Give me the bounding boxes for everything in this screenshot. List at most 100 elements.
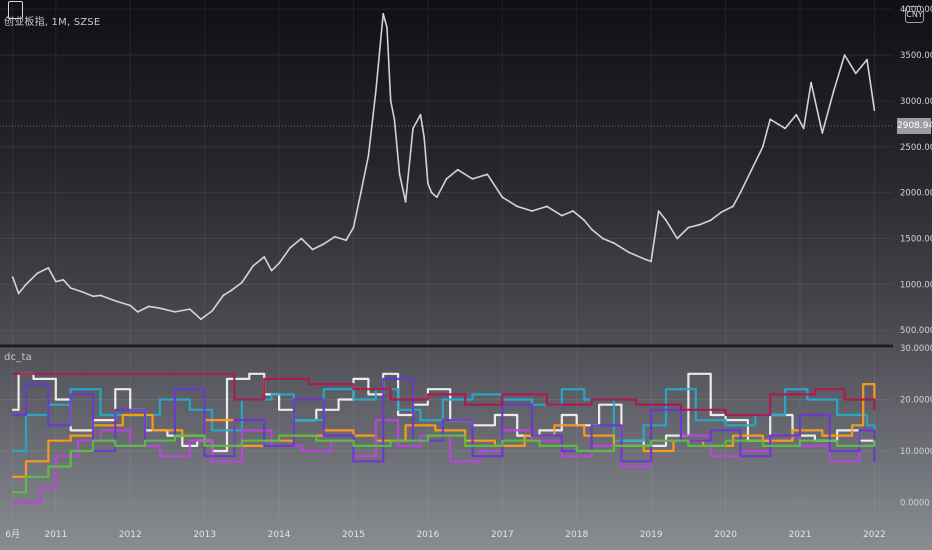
indicator-series-point: [873, 409, 876, 411]
price-axis[interactable]: 4000.0000 3500.0000 3000.0000 2500.0000 2000…: [900, 5, 932, 336]
indicator-axis[interactable]: 30.0000 20.0000 10.0000 0.0000: [900, 344, 932, 509]
price-series-point: [412, 127, 414, 130]
indicator-series-point: [144, 439, 146, 442]
price-series-point: [55, 280, 57, 283]
indicator-series-point: [367, 393, 370, 396]
price-series-point: [200, 318, 202, 321]
indicator-series-point: [471, 393, 474, 396]
indicator-series-point: [843, 398, 846, 401]
indicator-series-point: [233, 398, 236, 401]
indicator-y-tick-label: 10.0000: [900, 447, 932, 457]
price-y-tick-label: 500.0000: [900, 326, 932, 336]
indicator-series-point: [828, 450, 831, 452]
price-series-point: [367, 155, 370, 157]
indicator-series-point: [308, 383, 310, 385]
price-series-point: [750, 168, 753, 171]
indicator-series-point: [642, 450, 645, 452]
indicator-series-point: [263, 378, 265, 380]
price-y-tick-label: 1000.0000: [900, 280, 932, 290]
price-series-point: [795, 113, 798, 116]
x-tick-label: 6月: [5, 529, 20, 540]
indicator-series-point: [427, 434, 429, 437]
indicator-series-point: [69, 388, 72, 391]
indicator-series-point: [322, 388, 325, 391]
indicator-series-point: [724, 439, 727, 442]
indicator-series-point: [561, 388, 563, 391]
indicator-series-point: [851, 424, 853, 427]
price-series-point: [665, 219, 667, 221]
price-series-point: [531, 210, 533, 212]
indicator-series-point: [561, 414, 563, 416]
indicator-series-point: [47, 465, 50, 468]
indicator-series-point: [427, 388, 429, 391]
indicator-series-point: [523, 434, 526, 437]
indicator-series-point: [397, 414, 399, 416]
x-tick-label: 2019: [640, 530, 663, 540]
indicator-series-point: [434, 429, 437, 432]
indicator-y-tick-label: 20.0000: [900, 396, 932, 406]
price-series-point: [445, 178, 448, 180]
indicator-series-point: [25, 501, 27, 504]
indicator-series-point: [211, 429, 213, 432]
indicator-series-point: [129, 372, 132, 375]
indicator-series-point: [174, 434, 176, 437]
price-series-layer: [11, 12, 876, 321]
indicator-title[interactable]: dc_ta: [4, 352, 32, 363]
indicator-series-line-5: [12, 372, 876, 417]
price-series-point: [375, 90, 377, 93]
price-series-point: [17, 292, 20, 295]
price-series-point: [832, 90, 835, 93]
indicator-series-point: [873, 460, 876, 463]
symbol-title[interactable]: 创业板指, 1M, SZSE: [4, 17, 101, 28]
indicator-series-point: [315, 439, 318, 442]
price-y-tick-label: 3500.0000: [900, 51, 932, 61]
indicator-series-point: [814, 388, 816, 391]
indicator-series-point: [382, 378, 385, 380]
x-tick-label: 2015: [342, 530, 365, 540]
price-series-point: [501, 196, 504, 199]
indicator-series-line-6: [12, 434, 876, 494]
indicator-series-point: [687, 372, 690, 375]
indicator-series-point: [680, 409, 682, 411]
indicator-series-point: [791, 429, 794, 432]
indicator-series-point: [11, 475, 14, 478]
indicator-series-point: [873, 439, 876, 442]
indicator-series-point: [352, 378, 355, 380]
indicator-series-point: [769, 434, 772, 437]
x-tick-label: 2012: [119, 530, 142, 540]
price-series-point: [561, 214, 563, 217]
indicator-series-point: [11, 450, 14, 452]
price-series-point: [382, 12, 385, 15]
currency-button[interactable]: CNY: [905, 6, 924, 23]
price-series-point: [188, 308, 191, 310]
price-series-point: [866, 58, 868, 61]
price-series-point: [129, 304, 132, 307]
indicator-series-point: [278, 434, 280, 437]
price-series-point: [854, 72, 857, 75]
indicator-series-point: [47, 439, 50, 442]
indicator-series-point: [159, 455, 161, 457]
price-series-point: [601, 237, 604, 240]
time-axis[interactable]: 6月 2011 2012 2013 2014 2015 2016 2017 2018 2019 20…: [5, 529, 886, 540]
x-tick-label: 2013: [193, 530, 216, 540]
price-series-point: [419, 113, 422, 116]
indicator-series-point: [590, 424, 593, 427]
indicator-series-point: [538, 445, 541, 447]
price-series-point: [628, 251, 630, 254]
indicator-series-point: [858, 429, 861, 432]
indicator-series-point: [99, 414, 102, 416]
price-pane-grid: [0, 0, 893, 344]
indicator-series-point: [69, 450, 72, 452]
indicator-series-point: [389, 439, 392, 442]
price-y-tick-label: 2500.0000: [900, 143, 932, 153]
price-series-point: [657, 210, 660, 212]
price-series-point: [676, 237, 678, 240]
indicator-series-point: [836, 445, 838, 447]
price-series-point: [81, 290, 83, 293]
indicator-series-point: [40, 486, 42, 488]
indicator-series-point: [724, 414, 727, 416]
indicator-series-point: [25, 460, 27, 463]
indicator-series-point: [203, 372, 206, 375]
indicator-series-point: [99, 429, 102, 432]
